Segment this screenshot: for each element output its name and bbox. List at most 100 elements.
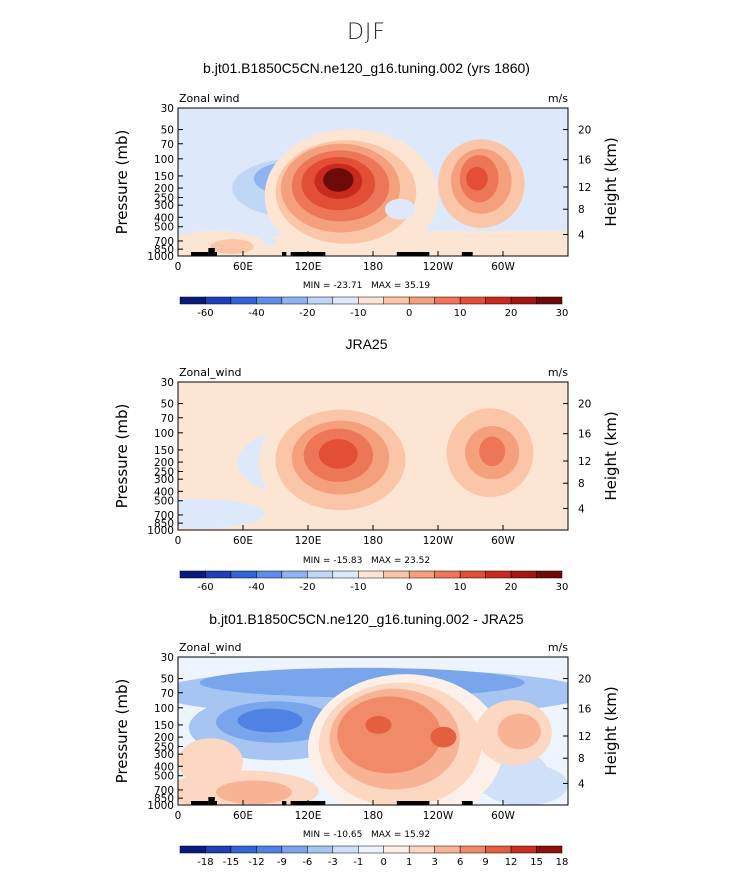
height-tick-label: 8 [578,204,585,216]
contour-region [178,498,265,529]
panel-3-min: MIN = -10.65 [302,830,363,840]
colorbar-swatch [485,570,512,579]
colorbar-swatch [281,570,308,579]
colorbar-swatch [459,845,486,854]
colorbar-swatch [332,570,359,579]
pressure-tick-label: 50 [161,674,174,686]
pressure-tick-label: 500 [154,771,174,783]
colorbar-swatch [434,570,461,579]
contour-region [237,708,303,733]
pressure-tick-label: 700 [154,236,174,248]
pressure-tick-label: 700 [154,785,174,797]
contour-field [178,129,568,256]
y2-axis-title: Height (km) [602,686,620,775]
colorbar-label: 30 [556,582,569,593]
contour-region [215,780,292,805]
colorbar-label: -9 [277,857,287,868]
colorbar-swatch [179,845,206,854]
lon-tick-label: 0 [175,535,182,547]
panel-3-max: MAX = 15.92 [370,830,431,840]
lon-tick-label: 120E [295,261,322,273]
colorbar-swatch [230,845,257,854]
pressure-tick-label: 70 [161,139,174,151]
colorbar-swatch [307,570,334,579]
pressure-tick-label: 250 [154,192,174,204]
y2-axis-title: Height (km) [602,411,620,500]
pressure-tick-label: 200 [154,183,174,195]
topography-mask [208,797,215,805]
topography-mask [282,801,287,805]
pressure-tick-label: 850 [154,793,174,805]
colorbar-swatch [358,296,384,305]
pressure-tick-label: 100 [154,703,174,715]
lon-tick-label: 180 [363,261,383,273]
colorbar-label: 0 [406,308,412,319]
units-label: m/s [548,641,568,654]
field-label: Zonal_wind [179,366,242,379]
height-tick-label: 12 [578,182,591,194]
contour-region [479,436,506,467]
pressure-tick-label: 30 [161,103,174,115]
height-tick-label: 16 [578,429,592,441]
contour-region [384,198,416,220]
colorbar-swatch [256,296,283,305]
y-axis-title: Pressure (mb) [113,130,131,235]
topography-mask [282,252,287,256]
lon-tick-label: 180 [363,810,383,822]
lon-tick-label: 180 [363,535,383,547]
panel-2-title: JRA25 [345,336,388,352]
pressure-tick-label: 500 [154,222,174,234]
colorbar-swatch [332,296,359,305]
colorbar-label: 0 [381,857,387,868]
pressure-tick-label: 300 [154,200,174,212]
pressure-tick-label: 500 [154,496,174,508]
units-label: m/s [548,92,568,105]
topography-mask [191,252,209,256]
topography-mask [461,801,473,805]
panel-1-minmax: MIN = -23.71 MAX = 35.19 [0,281,733,291]
pressure-tick-label: 150 [154,720,174,732]
contour-region [318,439,358,469]
units-label: m/s [548,366,568,379]
colorbar-swatch [205,845,232,854]
lon-tick-label: 120W [423,810,454,822]
lon-tick-label: 60W [491,535,515,547]
panel-2-minmax: MIN = -15.83 MAX = 23.52 [0,556,733,566]
contour-region [365,716,392,734]
colorbar-swatch [179,570,206,579]
lon-tick-label: 120E [295,535,322,547]
colorbar-swatch [485,296,512,305]
colorbar-label: 3 [431,857,437,868]
figure-title: DJF [346,20,387,45]
panel-2-svg: Zonal_wind m/s305070100150200250300400500… [113,366,620,593]
pressure-tick-label: 300 [154,749,174,761]
height-tick-label: 12 [578,731,591,743]
lon-tick-label: 60E [233,535,253,547]
lon-tick-label: 120E [295,810,322,822]
colorbar-label: 9 [482,857,488,868]
colorbar-swatch [179,296,206,305]
pressure-tick-label: 70 [161,688,174,700]
colorbar-label: -6 [302,857,312,868]
colorbar-swatch [536,845,563,854]
topography-mask [191,801,209,805]
height-tick-label: 12 [578,456,591,468]
panel-1-svg: Zonal wind m/s305070100150200250300400500… [113,92,620,319]
colorbar-swatch [383,845,410,854]
panel-1: Zonal wind m/s 30 50 70 100 150 200 250 300 400 500… [0,84,733,324]
colorbar-swatch [408,296,435,305]
height-tick-label: 20 [578,125,591,137]
colorbar-label: 20 [505,582,518,593]
panel-3-svg: Zonal_wind m/s305070100150200250300400500… [113,641,620,868]
panel-2-min: MIN = -15.83 [302,556,363,566]
pressure-tick-label: 850 [154,244,174,256]
colorbar-label: 15 [530,857,543,868]
colorbar-label: -40 [248,308,264,319]
pressure-tick-label: 50 [161,399,174,411]
pressure-tick-label: 300 [154,474,174,486]
pressure-tick-label: 150 [154,171,174,183]
lon-tick-label: 120W [423,261,454,273]
colorbar-label: 10 [454,308,467,319]
pressure-tick-label: 50 [161,125,174,137]
colorbar-swatch [230,296,257,305]
